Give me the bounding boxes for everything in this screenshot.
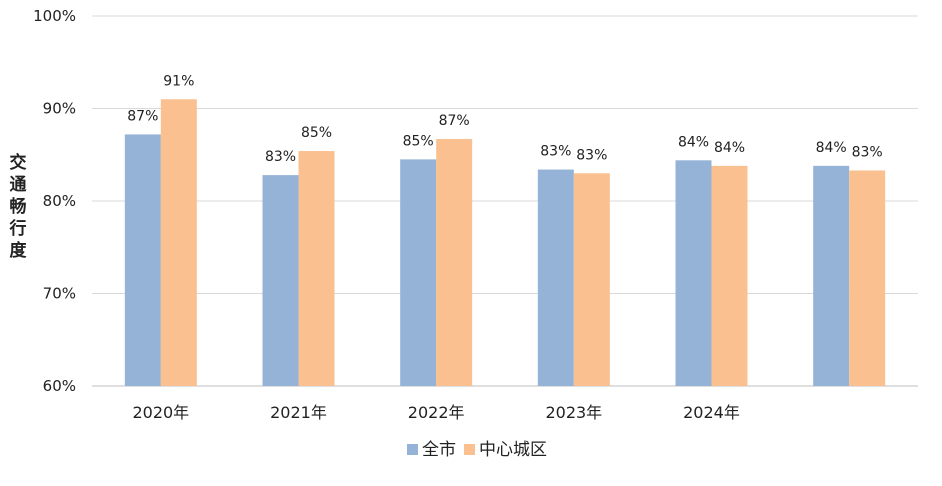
bar-citywide-3 — [537, 169, 574, 386]
data-label: 84% — [714, 140, 745, 156]
legend-swatch — [407, 444, 418, 455]
x-tick-label: 2024年 — [683, 403, 740, 422]
bar-center-3 — [573, 173, 610, 386]
data-label: 87% — [439, 113, 470, 129]
data-label: 83% — [540, 144, 571, 160]
data-label: 85% — [403, 133, 434, 149]
data-label: 84% — [816, 140, 847, 156]
bar-center-1 — [298, 151, 335, 386]
y-tick-label: 90% — [43, 100, 76, 118]
y-tick-label: 60% — [43, 377, 76, 395]
legend-label: 中心城区 — [479, 440, 547, 460]
bar-citywide-0 — [124, 134, 161, 386]
data-label: 84% — [678, 134, 709, 150]
x-tick-label: 2023年 — [545, 403, 602, 422]
data-label: 85% — [301, 125, 332, 141]
y-tick-label: 100% — [33, 7, 76, 25]
y-axis-label: 交通畅行度 — [9, 152, 28, 261]
legend-swatch — [464, 444, 475, 455]
x-tick-label: 2020年 — [132, 403, 189, 422]
bar-center-4 — [711, 165, 748, 386]
bar-center-2 — [436, 139, 473, 386]
y-tick-label: 80% — [43, 192, 76, 210]
data-label: 83% — [576, 147, 607, 163]
bar-citywide-1 — [262, 175, 299, 386]
y-tick-label: 70% — [43, 285, 76, 303]
data-label: 87% — [127, 108, 158, 124]
data-label: 83% — [265, 149, 296, 165]
bar-center-0 — [160, 99, 197, 386]
data-label: 91% — [163, 73, 194, 89]
bar-citywide-4 — [675, 160, 712, 386]
bar-citywide-5 — [813, 165, 850, 386]
x-tick-label: 2021年 — [270, 403, 327, 422]
x-tick-label: 2022年 — [408, 403, 465, 422]
bar-citywide-2 — [400, 159, 437, 386]
legend-label: 全市 — [422, 440, 456, 460]
data-label: 83% — [852, 144, 883, 160]
bar-center-5 — [849, 170, 886, 386]
